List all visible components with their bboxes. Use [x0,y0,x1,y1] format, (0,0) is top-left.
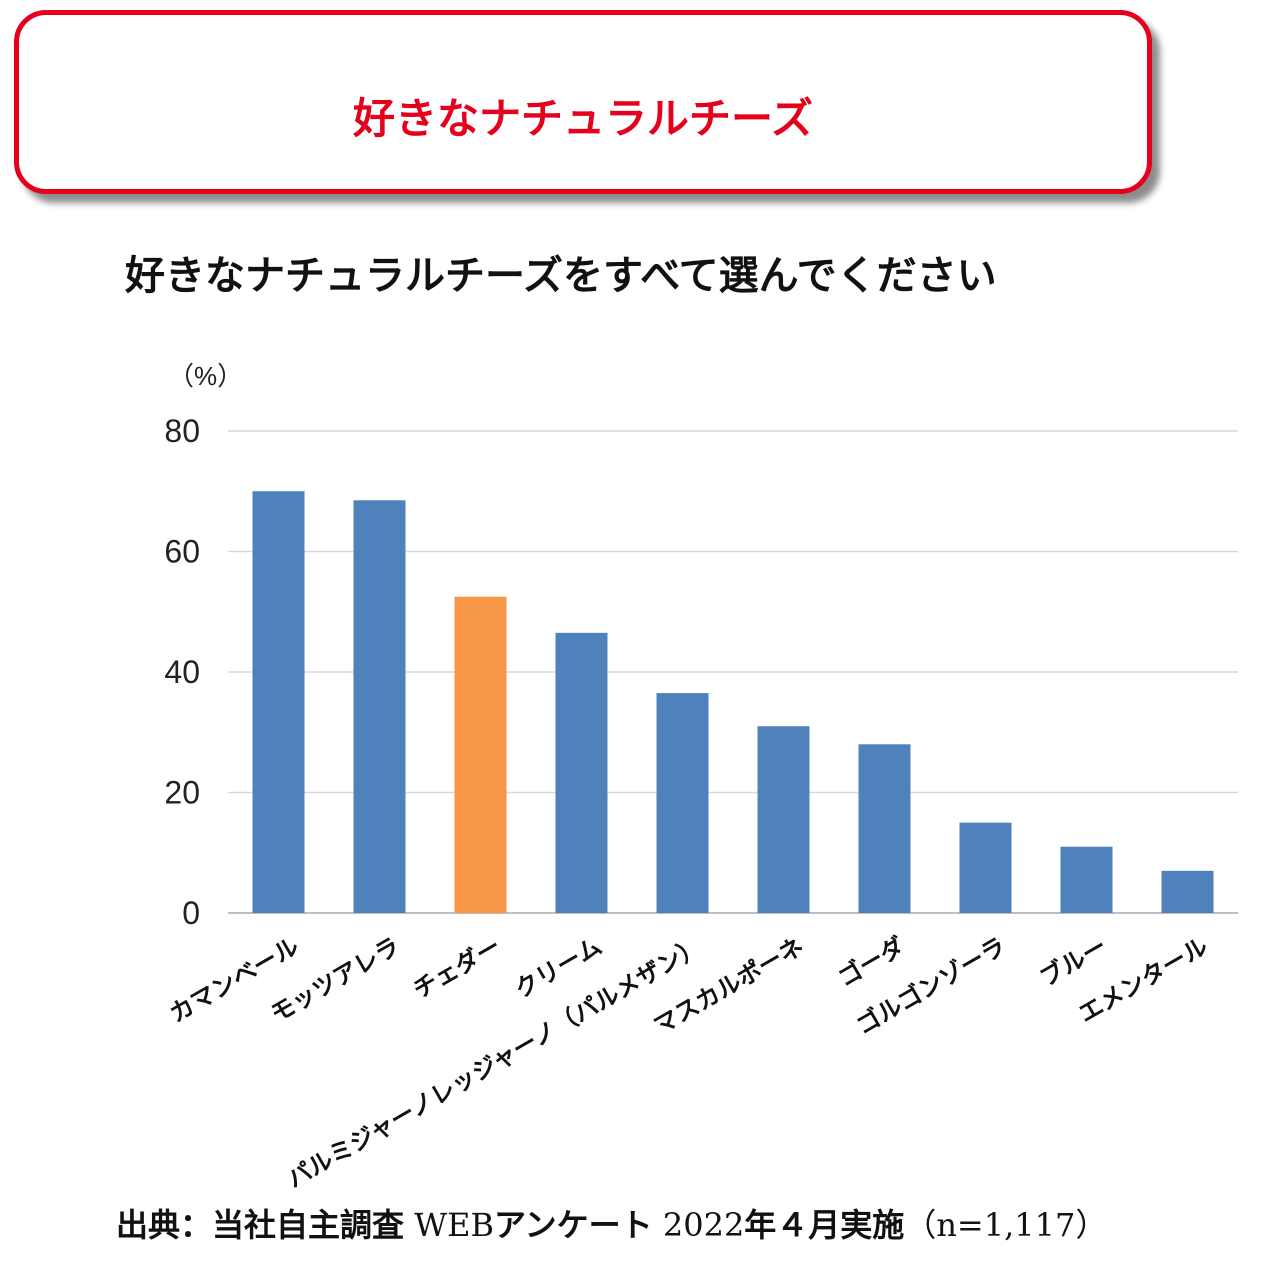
bar [1060,846,1113,913]
bar [757,726,810,913]
y-tick-label: 80 [164,413,200,449]
bar [858,744,911,913]
banner-title: 好きなナチュラルチーズ [353,94,813,143]
x-category-label: チェダー [408,932,505,1004]
y-tick-label: 60 [164,534,200,570]
y-tick-label: 0 [182,895,200,931]
title-banner: 好きなナチュラルチーズ [14,10,1152,194]
source-year: 2022 [652,1206,745,1244]
y-unit-label: （%） [168,361,243,391]
source-sample: （n=1,117） [904,1206,1108,1244]
source-note: 出典：当社自主調査 WEBアンケート 2022年４月実施（n=1,117） [116,1200,1107,1246]
bar [1161,870,1214,913]
x-category-label: ブルー [1035,932,1111,992]
bar [656,693,709,913]
source-survey: アンケート [493,1206,653,1244]
source-label: 出典：当社自主調査 [116,1206,405,1244]
y-tick-label: 40 [164,654,200,690]
bar [454,596,507,913]
source-web: WEB [404,1206,494,1244]
x-category-label: ゴーダ [833,932,909,992]
bar [252,491,305,913]
bar [353,500,406,913]
chart-question: 好きなナチュラルチーズをすべて選んでください [125,253,997,299]
y-tick-label: 20 [164,775,200,811]
bar [555,632,608,913]
source-date: 年４月実施 [744,1206,905,1244]
bar [959,822,1012,913]
